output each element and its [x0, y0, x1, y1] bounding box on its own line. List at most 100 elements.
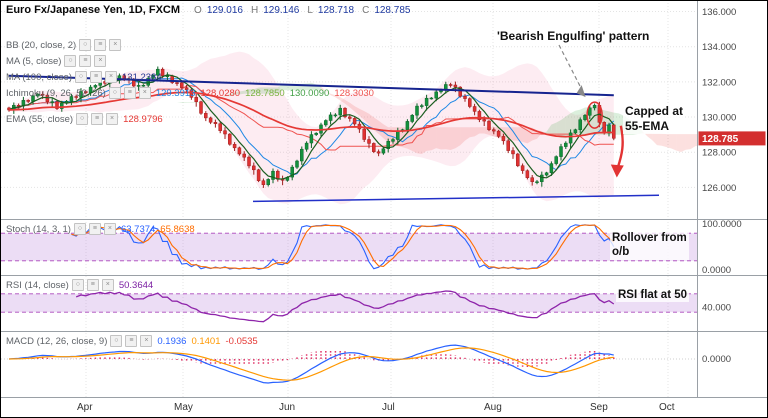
stoch-axis-top: 100.0000	[702, 219, 742, 230]
indicator-close-icon[interactable]: ×	[138, 87, 151, 99]
close-value: 128.785	[374, 5, 411, 16]
time-axis-month: Oct	[659, 402, 675, 413]
time-axis-month: Aug	[484, 402, 502, 413]
indicator-label: MA (100, close)	[6, 71, 72, 83]
indicator-value: 129.3913	[155, 87, 196, 99]
indicator-value: 128.3030	[334, 87, 374, 99]
dashed-pointer-line	[558, 44, 584, 92]
indicator-value: 131.2384	[122, 71, 162, 83]
price-axis[interactable]: 136.000 134.000 132.000 130.000 128.000 126.0…	[698, 7, 766, 365]
indicator-visibility-icon[interactable]: ○	[76, 113, 89, 125]
red-down-arrow	[616, 125, 624, 168]
indicator-row: EMA (55, close) ○ ≡ × 128.9796	[6, 113, 163, 125]
indicator-row: RSI (14, close) ○ ≡ × 50.3644	[6, 279, 153, 291]
indicator-label: MACD (12, 26, close, 9)	[6, 335, 108, 347]
price-axis-label: 130.000	[702, 113, 736, 124]
indicator-label: EMA (55, close)	[6, 113, 74, 125]
high-label: H	[250, 5, 259, 16]
price-axis-label: 128.000	[702, 148, 736, 159]
indicator-value: 128.0280	[200, 87, 241, 99]
time-axis-month: Jul	[382, 402, 395, 413]
rsi-axis-label: 40.000	[702, 303, 731, 314]
indicator-settings-icon[interactable]: ≡	[86, 279, 99, 291]
indicator-visibility-icon[interactable]: ○	[110, 335, 123, 347]
open-label: O	[194, 5, 202, 16]
indicator-value: 130.0090	[289, 87, 330, 99]
indicator-row: MA (5, close) ○ ≡ ×	[6, 55, 107, 67]
indicator-label: BB (20, close, 2)	[6, 39, 77, 51]
annotation-bearish-engulfing: 'Bearish Engulfing' pattern	[495, 29, 652, 44]
indicator-visibility-icon[interactable]: ○	[73, 223, 86, 235]
indicator-value: 50.3644	[118, 279, 154, 291]
indicator-visibility-icon[interactable]: ○	[75, 71, 87, 83]
last-price-value: 128.785	[702, 134, 739, 145]
indicator-value: 0.1401	[191, 335, 221, 347]
indicator-label: MA (5, close)	[6, 55, 62, 67]
indicator-row: Stoch (14, 3, 1) ○ ≡ × 63.7374 65.8638	[6, 223, 195, 235]
indicator-visibility-icon[interactable]: ○	[79, 39, 92, 51]
indicator-value: 128.9796	[123, 113, 163, 125]
indicator-settings-icon[interactable]: ≡	[125, 335, 138, 347]
ema55-line	[8, 91, 614, 138]
macd-signal-line	[8, 347, 614, 381]
high-value: 129.146	[263, 5, 300, 16]
time-axis-month: Jun	[279, 402, 295, 413]
indicator-close-icon[interactable]: ×	[106, 113, 119, 125]
annotation-rollover-line1: Rollover from	[612, 232, 687, 244]
price-axis-label: 134.000	[702, 42, 736, 53]
ma5-line	[8, 74, 615, 180]
annotation-capped-line2: 55-EMA	[625, 119, 670, 133]
indicator-visibility-icon[interactable]: ○	[64, 55, 77, 67]
indicator-row: MA (100, close) ○ ≡ × 131.2384	[6, 71, 162, 83]
rsi-panel[interactable]	[1, 290, 697, 323]
indicator-visibility-icon[interactable]: ○	[108, 87, 121, 99]
annotation-shapes	[558, 44, 624, 178]
time-axis-month: Sep	[590, 402, 608, 413]
indicator-settings-icon[interactable]: ≡	[94, 39, 107, 51]
macd-line	[8, 344, 614, 384]
indicator-row: BB (20, close, 2) ○ ≡ ×	[6, 39, 122, 51]
indicator-value: -0.0535	[225, 335, 258, 347]
indicator-row: MACD (12, 26, close, 9) ○ ≡ × 0.1936 0.1401 -0…	[6, 335, 258, 347]
indicator-close-icon[interactable]: ×	[140, 335, 153, 347]
indicator-close-icon[interactable]: ×	[103, 223, 116, 235]
symbol-title[interactable]: Euro Fx/Japanese Yen, 1D, FXCM	[6, 4, 181, 16]
indicator-settings-icon[interactable]: ≡	[88, 223, 101, 235]
indicator-settings-icon[interactable]: ≡	[91, 113, 104, 125]
price-axis-label: 126.000	[702, 183, 736, 194]
macd-panel[interactable]	[1, 344, 697, 384]
indicator-settings-icon[interactable]: ≡	[79, 55, 92, 67]
indicator-value: 63.7374	[120, 223, 156, 235]
low-label: L	[307, 5, 313, 16]
time-axis[interactable]: Apr May Jun Jul Aug Sep Oct	[77, 402, 675, 413]
indicator-label: Ichimoku (9, 26, 52, 26)	[6, 87, 106, 99]
stoch-d-line	[71, 224, 615, 270]
indicator-close-icon[interactable]: ×	[109, 39, 122, 51]
last-price-badge	[698, 131, 766, 146]
stoch-axis-bottom: 0.0000	[702, 265, 731, 276]
rsi-line	[75, 290, 615, 323]
indicator-settings-icon[interactable]: ≡	[123, 87, 136, 99]
annotation-rsi-flat: RSI flat at 50	[616, 288, 690, 303]
support-trendline[interactable]	[252, 194, 660, 203]
engulfing-circle	[586, 101, 603, 129]
indicator-close-icon[interactable]: ×	[105, 71, 117, 83]
stoch-panel[interactable]	[1, 224, 697, 270]
indicator-visibility-icon[interactable]: ○	[71, 279, 84, 291]
indicator-settings-icon[interactable]: ≡	[90, 71, 102, 83]
low-value: 128.718	[317, 5, 355, 16]
indicator-value: 0.1936	[157, 335, 187, 347]
indicator-close-icon[interactable]: ×	[101, 279, 114, 291]
chart-header: Euro Fx/Japanese Yen, 1D, FXCM O 129.016…	[6, 4, 410, 16]
annotation-capped-55ema: Capped at 55-EMA	[623, 104, 686, 134]
indicator-label: RSI (14, close)	[6, 279, 69, 291]
time-axis-month: Apr	[77, 402, 93, 413]
dashed-pointer-arrowhead	[576, 85, 586, 98]
indicator-value: 65.8638	[160, 223, 195, 235]
indicator-label: Stoch (14, 3, 1)	[6, 223, 71, 235]
indicator-close-icon[interactable]: ×	[94, 55, 107, 67]
open-value: 129.016	[206, 5, 243, 16]
indicator-value: 128.7850	[245, 87, 285, 99]
